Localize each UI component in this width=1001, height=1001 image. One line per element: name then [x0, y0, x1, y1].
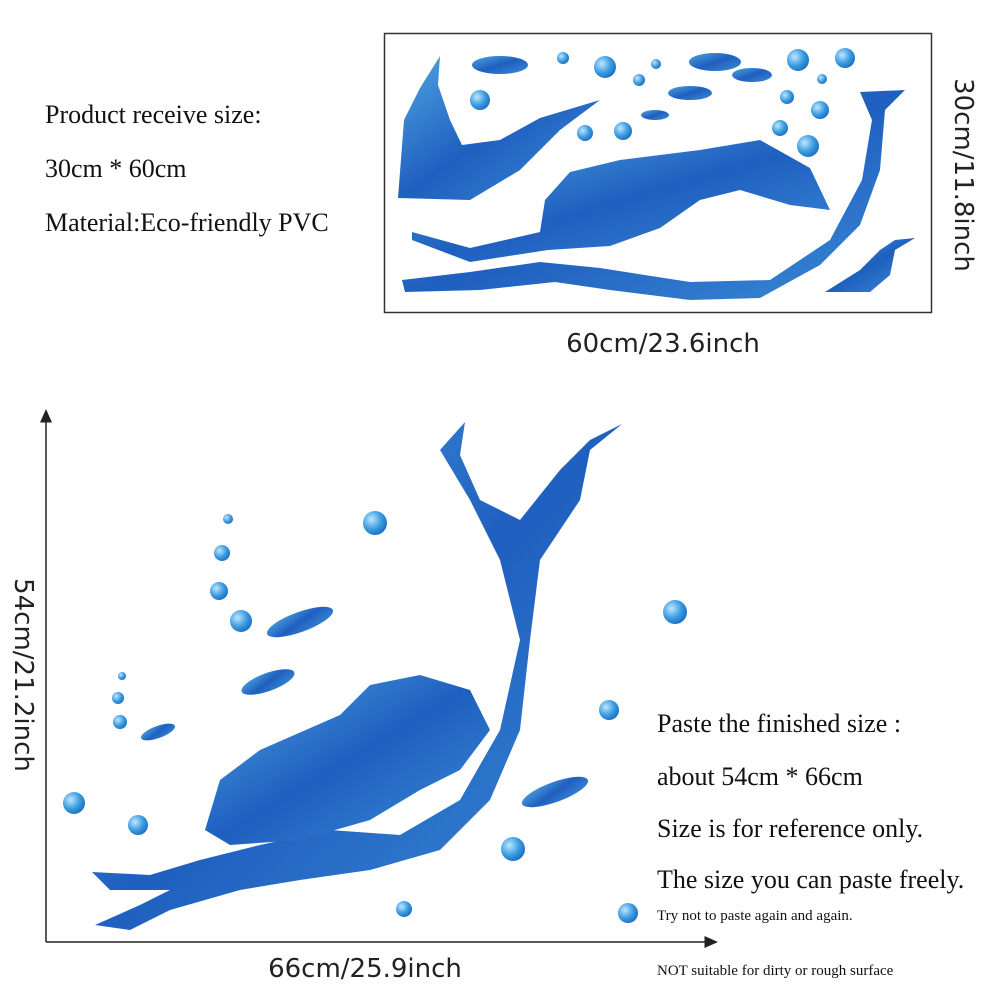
bottom-fish: [140, 606, 589, 808]
spec-line: 30cm * 60cm: [45, 154, 187, 183]
spec-line: Material:Eco-friendly PVC: [45, 208, 329, 237]
note: Paste the finished size :: [657, 709, 901, 738]
bottom-mermaid: [92, 422, 622, 930]
note-small: NOT suitable for dirty or rough surface: [657, 963, 894, 979]
note: about 54cm * 66cm: [657, 762, 863, 791]
top-fish: [472, 53, 772, 120]
top-width-label: 60cm/23.6inch: [566, 329, 760, 359]
spec-line: Product receive size:: [45, 100, 262, 129]
bottom-width-label: 66cm/25.9inch: [268, 954, 462, 984]
bottom-bubbles: [63, 511, 687, 923]
note: The size you can paste freely.: [657, 865, 964, 894]
note-small: Try not to paste again and again.: [657, 908, 853, 924]
note: Size is for reference only.: [657, 814, 923, 843]
top-bubbles: [470, 48, 855, 157]
bottom-height-label: 54cm/21.2inch: [8, 578, 38, 772]
top-mermaid: [398, 56, 915, 300]
top-height-label: 30cm/11.8inch: [948, 78, 978, 272]
